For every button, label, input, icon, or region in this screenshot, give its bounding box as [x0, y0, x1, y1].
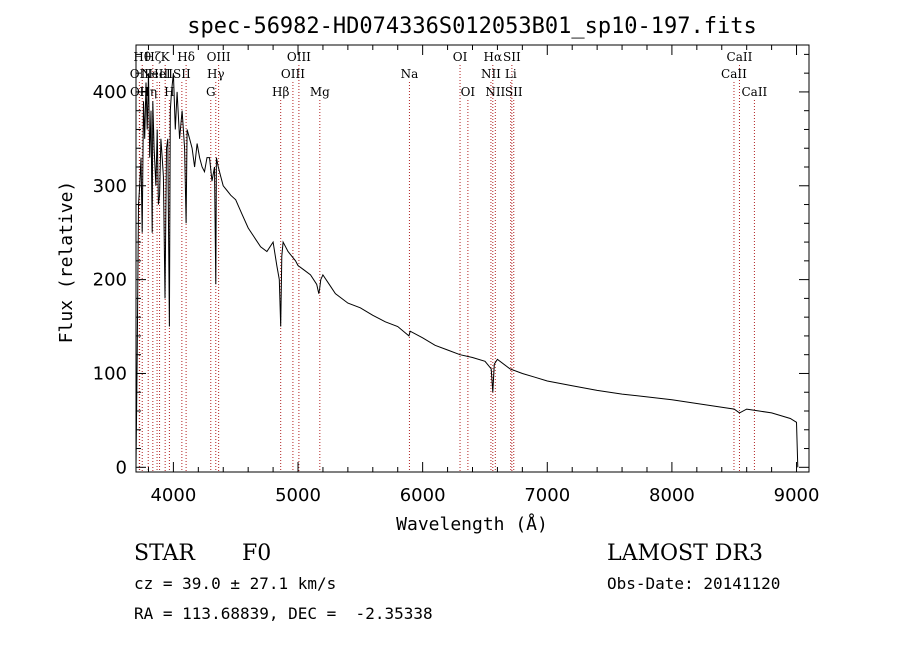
- line-label: H: [164, 85, 174, 99]
- object-subclass: F0: [242, 541, 272, 566]
- line-label: Mg: [310, 85, 330, 99]
- line-labels: OIIOIIHθHηHζNeIIIHeIKHSIIHδGHγOIIIHβOIII…: [130, 50, 768, 99]
- line-label: Hζ: [144, 50, 161, 64]
- line-label: NeIII: [141, 67, 173, 81]
- y-tick-label: 300: [93, 176, 127, 197]
- x-axis-label: Wavelength (Å): [396, 513, 548, 535]
- line-label: Hδ: [177, 50, 195, 64]
- line-label: OI: [453, 50, 468, 64]
- line-label: Hβ: [272, 85, 289, 99]
- x-tick-label: 8000: [649, 485, 695, 506]
- line-label: G: [206, 85, 216, 99]
- spectrum-line: [135, 73, 799, 468]
- line-label: CaII: [741, 85, 767, 99]
- redshift-velocity: cz = 39.0 ± 27.1 km/s: [134, 574, 337, 593]
- line-label: OIII: [207, 50, 231, 64]
- y-axis-ticks: 0 100 200 300 400: [93, 53, 809, 478]
- line-markers: [138, 65, 755, 472]
- coordinates: RA = 113.68839, DEC = -2.35338: [134, 604, 433, 623]
- x-tick-label: 5000: [275, 485, 321, 506]
- chart-title: spec-56982-HD074336S012053B01_sp10-197.f…: [187, 14, 757, 39]
- x-tick-label: 7000: [524, 485, 570, 506]
- x-tick-label: 9000: [774, 485, 820, 506]
- line-label: HeI: [148, 67, 171, 81]
- x-tick-label: 6000: [400, 485, 446, 506]
- line-label: NII: [481, 67, 501, 81]
- survey-name: LAMOST DR3: [607, 541, 763, 566]
- line-label: SII: [505, 85, 523, 99]
- y-tick-label: 100: [93, 363, 127, 384]
- observation-date: Obs-Date: 20141120: [607, 574, 781, 593]
- plot-frame: [135, 44, 810, 473]
- line-label: OIII: [287, 50, 311, 64]
- line-label: Na: [401, 67, 419, 81]
- line-label: Hθ: [133, 50, 151, 64]
- y-tick-label: 0: [116, 457, 127, 478]
- line-label: Hα: [484, 50, 503, 64]
- line-label: OII: [130, 67, 150, 81]
- line-label: SII: [503, 50, 521, 64]
- object-class: STAR: [134, 541, 195, 566]
- x-axis-ticks: 4000 5000 6000 7000 8000 9000: [147, 45, 820, 506]
- line-label: CaII: [721, 67, 747, 81]
- y-tick-label: 200: [93, 270, 127, 291]
- line-label: OIII: [281, 67, 305, 81]
- x-tick-label: 4000: [150, 485, 196, 506]
- line-label: NII: [485, 85, 505, 99]
- line-label: CaII: [727, 50, 753, 64]
- line-label: K: [161, 50, 171, 64]
- line-label: OI: [461, 85, 476, 99]
- line-label: Li: [505, 67, 517, 81]
- line-label: Hγ: [207, 67, 225, 81]
- y-axis-label: Flux (relative): [56, 181, 77, 344]
- line-label: SII: [173, 67, 191, 81]
- y-tick-label: 400: [93, 82, 127, 103]
